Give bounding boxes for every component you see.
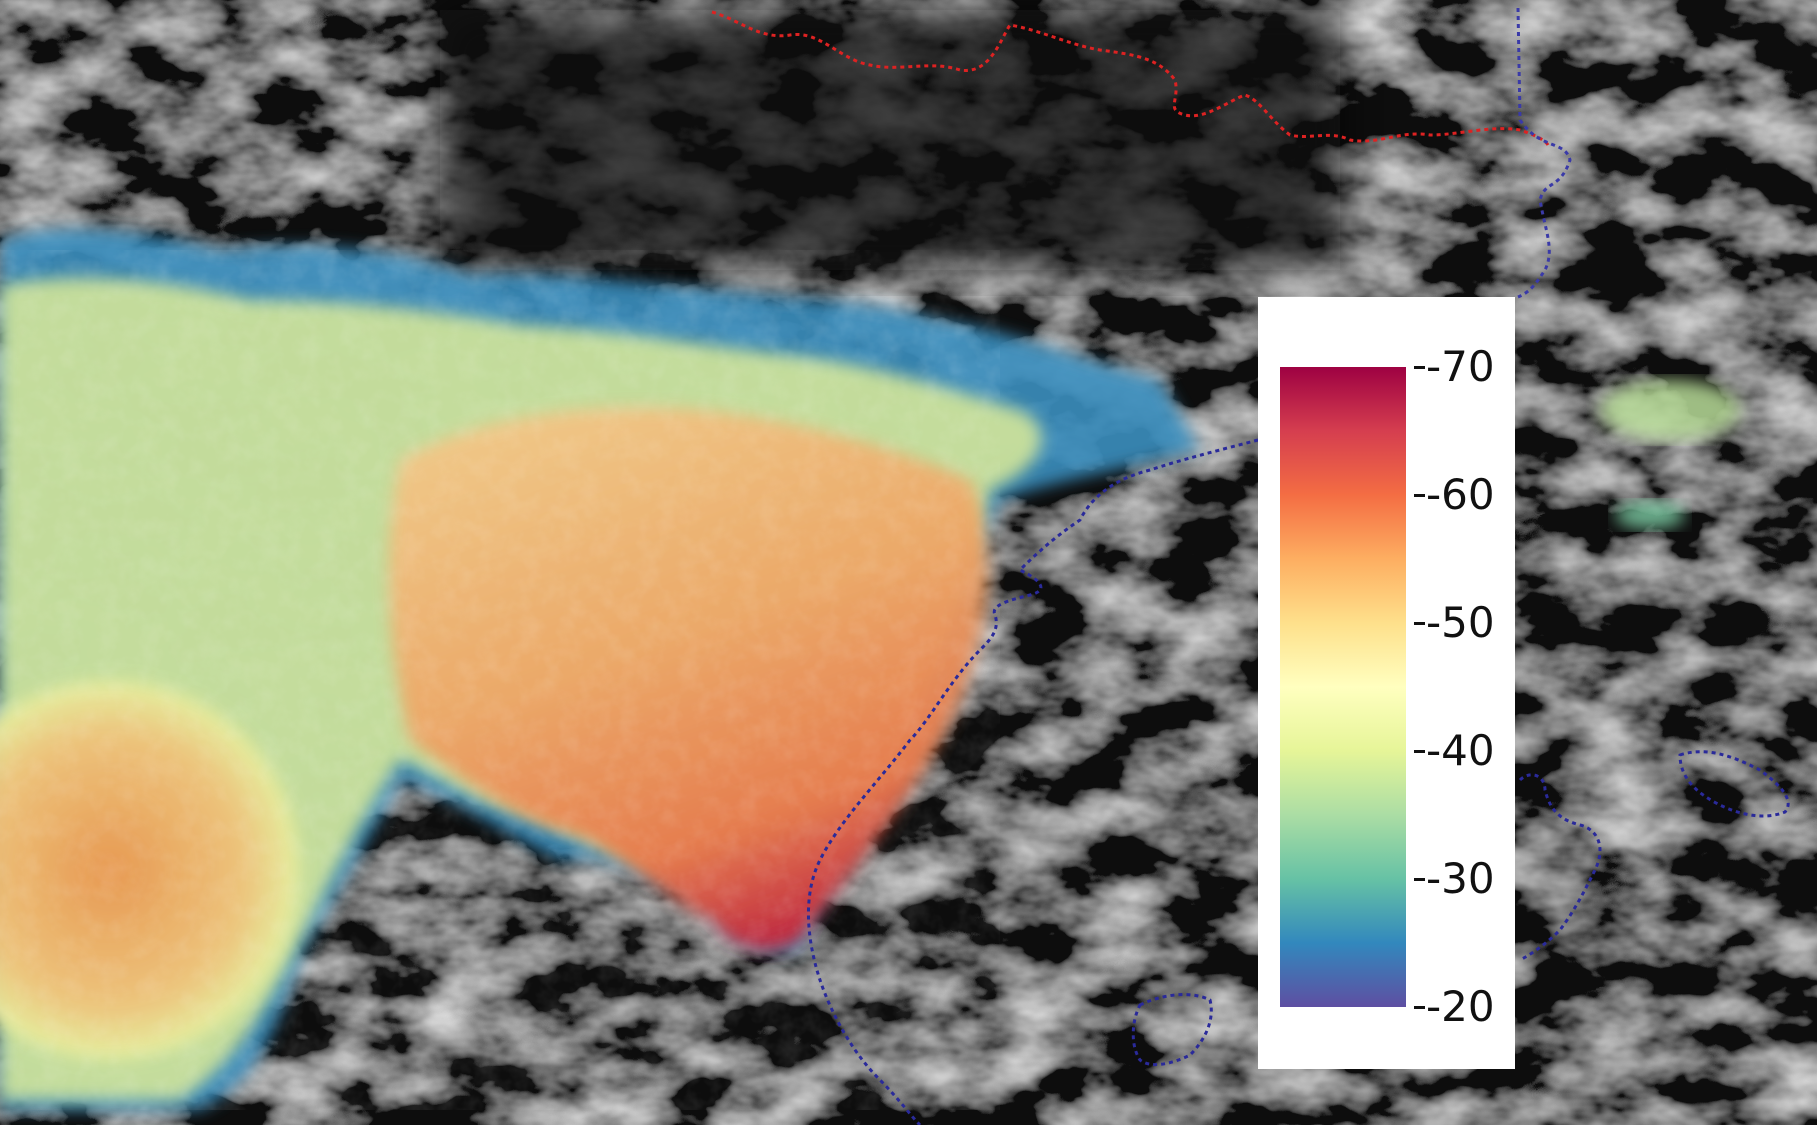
colorbar-tick-mark xyxy=(1414,1005,1425,1009)
colorbar-tick-mark xyxy=(1414,877,1425,881)
island-outline xyxy=(1131,993,1213,1067)
colorbar-tick-mark xyxy=(1414,749,1425,753)
regional-border-north xyxy=(1516,7,1572,299)
international-border xyxy=(711,10,1550,146)
colorbar-tick-label: -50 xyxy=(1426,598,1495,647)
east-region-outline xyxy=(1678,750,1790,818)
east-coast-outline xyxy=(1518,773,1602,962)
colorbar-tick-mark xyxy=(1414,365,1425,369)
colorbar-tick-label: -20 xyxy=(1426,982,1495,1031)
colorbar-tick-label: -70 xyxy=(1426,342,1495,391)
dark-sky-band xyxy=(440,10,1340,270)
colorbar-tick-label: -40 xyxy=(1426,726,1495,775)
colorbar-tick-label: -60 xyxy=(1426,470,1495,519)
colorbar-tick-mark xyxy=(1414,621,1425,625)
colorbar-tick-mark xyxy=(1414,493,1425,497)
colorbar-ramp xyxy=(1280,367,1406,1007)
colorbar-legend: -70 -60 -50 -40 -30 -20 xyxy=(1258,297,1515,1069)
east-cell-1 xyxy=(1600,380,1740,440)
east-cell-2 xyxy=(1615,501,1685,529)
coastline xyxy=(806,438,1259,1125)
storm-texture xyxy=(0,250,1000,1110)
colorbar-tick-label: -30 xyxy=(1426,854,1495,903)
